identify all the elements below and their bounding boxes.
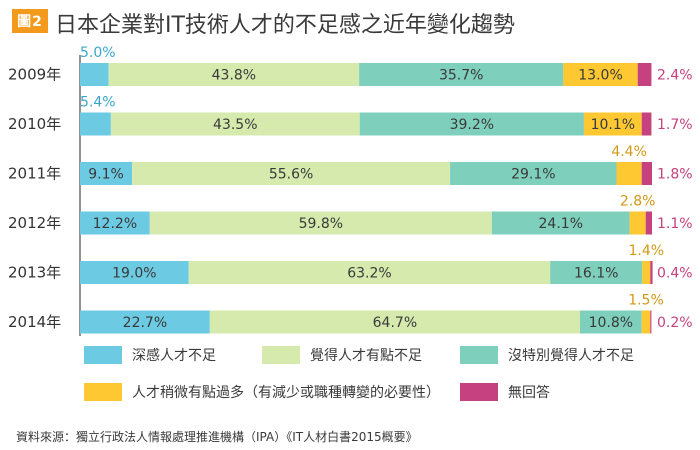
- bar-segment-little-5: [641, 310, 651, 334]
- bar-segment-noans-1: [641, 112, 652, 136]
- bar-segment-noans-2: [641, 162, 652, 185]
- legend-item-little: 人才稍微有點過多（有減少或職種轉變的必要性）: [84, 382, 440, 402]
- bar-segment-deep-4: [80, 261, 189, 284]
- data-label-none-0: 35.7%: [439, 68, 483, 84]
- figure-number-badge: 圖2: [12, 9, 48, 33]
- bar-segment-noans-5: [650, 310, 652, 334]
- data-label-none-5: 10.8%: [589, 315, 633, 331]
- data-label-noans-2: 1.8%: [657, 167, 693, 183]
- data-label-none-3: 24.1%: [539, 216, 583, 232]
- data-label-little-5: 1.5%: [628, 293, 664, 309]
- bar-segment-none-0: [359, 63, 564, 86]
- legend-label-deep: 深感人才不足: [132, 348, 216, 364]
- data-label-little-1: 10.1%: [591, 117, 635, 133]
- source-note: 資料來源：獨立行政法人情報處理推進機構（IPA）《IT人材白書2015概要》: [16, 430, 418, 444]
- bar-segment-none-3: [491, 211, 630, 235]
- category-label-0: 2009年: [8, 66, 61, 84]
- data-label-some-3: 59.8%: [299, 216, 343, 232]
- bar-segment-some-2: [132, 162, 451, 185]
- data-label-some-4: 63.2%: [347, 266, 391, 282]
- category-label-1: 2010年: [8, 115, 61, 133]
- bar-segment-little-0: [563, 63, 638, 86]
- bar-segment-little-1: [583, 112, 642, 136]
- data-label-little-4: 1.4%: [628, 243, 664, 259]
- category-label-4: 2013年: [8, 264, 61, 282]
- data-label-little-3: 2.8%: [620, 194, 656, 210]
- category-label-3: 2012年: [8, 214, 61, 232]
- bar-segment-some-5: [209, 310, 580, 334]
- bar-segment-deep-2: [80, 162, 133, 185]
- legend-swatch-some: [262, 346, 300, 364]
- data-label-none-2: 29.1%: [511, 167, 555, 183]
- data-label-deep-4: 19.0%: [112, 266, 156, 282]
- stacked-bar-chart: 2009年 5.0% 43.8% 35.7% 13.0% 2.4% 2010年 5.4% 43.…: [8, 45, 693, 336]
- bar-segment-noans-4: [650, 261, 653, 284]
- legend-item-noans: 無回答: [460, 382, 550, 402]
- data-label-some-5: 64.7%: [373, 315, 417, 331]
- legend-label-noans: 無回答: [508, 385, 550, 401]
- category-label-5: 2014年: [8, 313, 61, 331]
- legend-item-deep: 深感人才不足: [84, 345, 216, 365]
- data-label-noans-1: 1.7%: [657, 117, 693, 133]
- bar-segment-little-3: [629, 211, 646, 235]
- legend-item-some: 覺得人才有點不足: [262, 345, 422, 365]
- chart-title: 日本企業對IT技術人才的不足感之近年變化趨勢: [55, 13, 515, 38]
- category-label-2: 2011年: [8, 165, 61, 183]
- bar-segment-some-1: [110, 112, 360, 136]
- data-label-noans-5: 0.2%: [657, 315, 693, 331]
- bar-segment-some-0: [108, 63, 360, 86]
- legend-label-some: 覺得人才有點不足: [310, 348, 422, 364]
- bar-segment-none-1: [359, 112, 584, 136]
- legend-label-none: 沒特別覺得人才不足: [508, 348, 634, 364]
- bar-segment-little-2: [616, 162, 642, 185]
- legend-swatch-noans: [460, 383, 498, 401]
- legend-item-none: 沒特別覺得人才不足: [460, 345, 634, 365]
- legend-swatch-none: [460, 346, 498, 364]
- data-label-noans-4: 0.4%: [657, 266, 693, 282]
- data-label-deep-0: 5.0%: [80, 45, 116, 61]
- bar-segment-deep-1: [80, 112, 111, 136]
- data-label-none-1: 39.2%: [450, 117, 494, 133]
- bar-segment-none-4: [550, 261, 643, 284]
- bar-segment-little-4: [642, 261, 651, 284]
- bar-segment-none-2: [450, 162, 617, 185]
- data-label-none-4: 16.1%: [574, 266, 618, 282]
- bar-segment-deep-5: [80, 310, 210, 334]
- data-label-some-0: 43.8%: [212, 68, 256, 84]
- data-label-deep-3: 12.2%: [93, 216, 137, 232]
- data-label-deep-5: 22.7%: [123, 315, 167, 331]
- bar-segment-deep-0: [80, 63, 109, 86]
- data-label-deep-1: 5.4%: [80, 95, 116, 111]
- data-label-little-2: 4.4%: [611, 144, 647, 160]
- data-label-some-1: 43.5%: [213, 117, 257, 133]
- bar-segment-noans-0: [637, 63, 652, 86]
- legend-label-little: 人才稍微有點過多（有減少或職種轉變的必要性）: [132, 385, 440, 401]
- data-label-noans-3: 1.1%: [657, 216, 693, 232]
- legend-swatch-little: [84, 383, 122, 401]
- bar-segment-noans-3: [645, 211, 652, 235]
- legend-swatch-deep: [84, 346, 122, 364]
- legend: 深感人才不足 覺得人才有點不足 沒特別覺得人才不足 人才稍微有點過多（有減少或職…: [84, 345, 684, 405]
- data-label-little-0: 13.0%: [578, 68, 622, 84]
- bar-segment-some-4: [188, 261, 551, 284]
- data-label-some-2: 55.6%: [269, 167, 313, 183]
- data-label-deep-2: 9.1%: [88, 167, 124, 183]
- bar-segment-none-5: [579, 310, 642, 334]
- bar-segment-some-3: [149, 211, 492, 235]
- data-label-noans-0: 2.4%: [657, 68, 693, 84]
- bar-segment-deep-3: [80, 211, 150, 235]
